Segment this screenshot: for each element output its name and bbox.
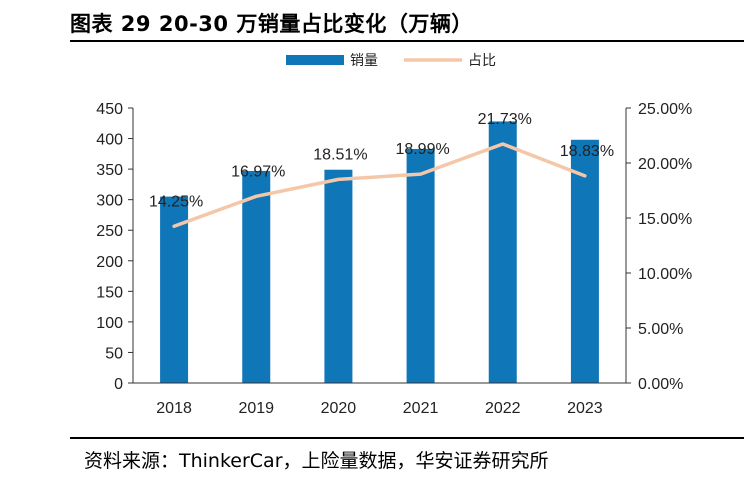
source-note: 资料来源：ThinkerCar，上险量数据，华安证券研究所	[84, 450, 549, 472]
bar-2023	[570, 139, 599, 383]
x-tick-label: 2019	[238, 400, 274, 417]
y-left-tick-label: 200	[96, 254, 123, 271]
bar-2021	[406, 148, 435, 383]
y-left-tick-label: 300	[96, 193, 123, 210]
share-line	[172, 142, 587, 228]
bar-2022	[488, 121, 517, 383]
y-left-tick-label: 100	[96, 315, 123, 332]
bar-2019	[242, 170, 271, 383]
y-left-tick-label: 50	[105, 345, 123, 362]
y-left-tick-label: 0	[114, 376, 123, 393]
y-left-tick-label: 450	[96, 101, 123, 118]
share-label-2021: 18.99%	[395, 141, 449, 158]
x-tick-label: 2022	[485, 400, 521, 417]
share-label-2023: 18.83%	[560, 143, 614, 160]
x-tick-label: 2020	[321, 400, 357, 417]
share-label-2020: 18.51%	[313, 146, 367, 163]
y-left-tick-label: 400	[96, 132, 123, 149]
legend-swatch-bar	[286, 55, 344, 65]
bar-2020	[324, 169, 353, 383]
y-left-tick-label: 350	[96, 162, 123, 179]
y-right-tick-label: 20.00%	[638, 156, 692, 173]
share-label-2018: 14.25%	[149, 193, 203, 210]
y-right-tick-label: 10.00%	[638, 266, 692, 283]
share-label-2022: 21.73%	[478, 111, 532, 128]
y-left-tick-label: 150	[96, 284, 123, 301]
y-right-tick-label: 0.00%	[638, 376, 683, 393]
chart-title: 图表 29 20-30 万销量占比变化（万辆）	[70, 12, 473, 36]
y-right-tick-label: 5.00%	[638, 321, 683, 338]
x-tick-label: 2021	[403, 400, 439, 417]
y-right-tick-label: 15.00%	[638, 211, 692, 228]
legend-label-line: 占比	[468, 52, 496, 68]
share-label-2019: 16.97%	[231, 163, 285, 180]
title-rule	[70, 40, 744, 42]
legend-label-bar: 销量	[350, 52, 378, 68]
x-tick-label: 2023	[567, 400, 603, 417]
source-rule	[70, 437, 744, 439]
x-tick-label: 2018	[156, 400, 192, 417]
y-right-tick-label: 25.00%	[638, 101, 692, 118]
y-left-tick-label: 250	[96, 223, 123, 240]
